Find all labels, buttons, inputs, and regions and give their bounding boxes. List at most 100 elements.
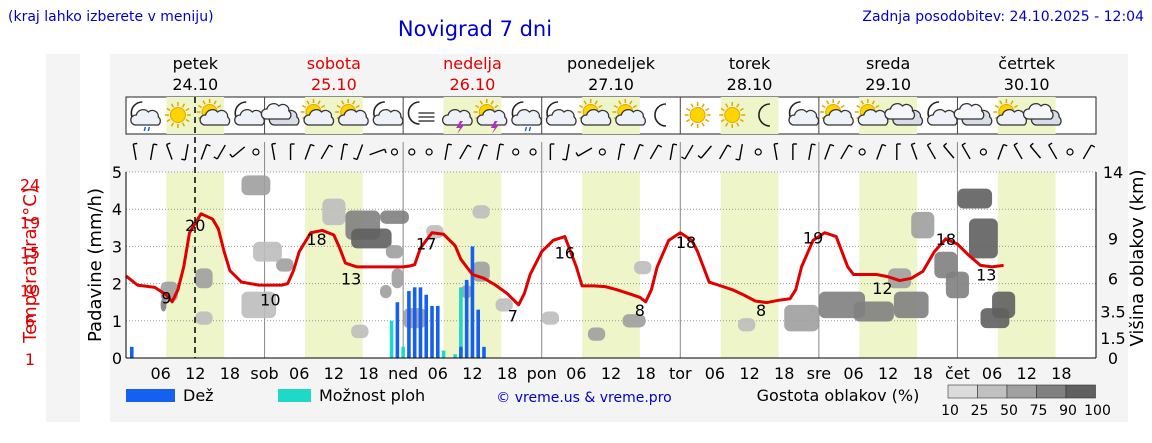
rain-bar bbox=[459, 346, 463, 358]
wind-barb bbox=[304, 144, 312, 160]
wind-barb bbox=[961, 144, 971, 160]
wind-barb bbox=[997, 144, 1005, 160]
wind-barbs bbox=[132, 142, 1096, 161]
cloud-cell bbox=[587, 327, 606, 341]
temperature-label: 19 bbox=[803, 228, 823, 247]
sun-ray bbox=[598, 104, 603, 109]
cloud-scale-label: 50 bbox=[1000, 403, 1018, 419]
sun-ray bbox=[185, 118, 190, 123]
sun-ray bbox=[475, 104, 480, 109]
cloud-height-tick: 1.5 bbox=[1100, 329, 1125, 348]
cloud-scale-swatch bbox=[1065, 384, 1096, 399]
wind-barb-tick bbox=[672, 143, 678, 146]
sun-ray bbox=[166, 107, 171, 112]
credit-link[interactable]: © vreme.us & vreme.pro bbox=[496, 390, 671, 406]
wind-barb-tick bbox=[943, 142, 948, 147]
menu-hint[interactable]: (kraj lahko izberete v meniju) bbox=[8, 9, 214, 25]
x-hour-tick: 18 bbox=[220, 364, 240, 383]
moon-cloud-icon bbox=[926, 101, 958, 126]
cloud-cell bbox=[380, 210, 409, 224]
temperature-label: 17 bbox=[416, 234, 436, 253]
cloud-shape bbox=[823, 109, 854, 126]
cloud-cell bbox=[253, 241, 282, 262]
rain-drop bbox=[143, 126, 147, 132]
sun-cloud-icon bbox=[612, 99, 646, 126]
day-name: sreda bbox=[866, 54, 910, 73]
x-hour-tick: 18 bbox=[635, 364, 655, 383]
sun-ray bbox=[701, 122, 705, 127]
wind-barb-tick bbox=[735, 158, 740, 161]
x-hour-tick: 12 bbox=[1017, 364, 1037, 383]
sun-ray bbox=[170, 103, 175, 108]
cloud-cell bbox=[957, 188, 993, 209]
wind-barb-tick bbox=[229, 153, 233, 158]
rain-bar bbox=[412, 287, 417, 358]
wind-barb-tick bbox=[1090, 144, 1096, 148]
cloud-cell bbox=[634, 261, 652, 275]
x-hour-tick: 12 bbox=[462, 364, 482, 383]
cloud-cell bbox=[934, 251, 958, 279]
wind-barb bbox=[633, 144, 641, 160]
calm-marker bbox=[390, 148, 399, 156]
day-headers: petek 24.10 sobota 25.10 nedelja 26.10 ponedel… bbox=[172, 54, 1056, 94]
sun-ray bbox=[736, 103, 740, 108]
cloud-shape bbox=[1022, 103, 1054, 120]
wind-barb bbox=[149, 143, 155, 161]
wind-barb bbox=[1048, 144, 1058, 160]
storm-bar bbox=[401, 346, 405, 358]
temperature-label: 8 bbox=[635, 301, 645, 320]
x-day-tick: sre bbox=[807, 364, 831, 383]
temperature-tick: 10 bbox=[20, 282, 40, 301]
cloud-cell bbox=[241, 291, 277, 319]
sun-cloud-icon bbox=[993, 99, 1027, 126]
sun-ray bbox=[736, 122, 740, 127]
cloud-shape bbox=[953, 103, 985, 120]
cloud-shape bbox=[441, 109, 473, 126]
cloud-scale-label: 100 bbox=[1084, 403, 1111, 419]
wind-barb-tick bbox=[1013, 142, 1018, 146]
wind-barb bbox=[617, 143, 622, 161]
precip-tick: 1 bbox=[112, 312, 122, 331]
sun-ray bbox=[352, 100, 356, 105]
rain-bar bbox=[430, 305, 434, 358]
sun-ray bbox=[166, 118, 171, 123]
lightning-bolt bbox=[490, 121, 499, 134]
x-hour-tick: 18 bbox=[358, 364, 378, 383]
x-hour-tick: 06 bbox=[150, 364, 170, 383]
wind-barb bbox=[773, 143, 778, 161]
wind-barb-tick bbox=[657, 144, 663, 148]
wind-barb-tick bbox=[328, 144, 334, 148]
temperature-line: 9 20 10 18 13 17 7 16 8 18 8 19 12 18 13 bbox=[125, 212, 1004, 325]
sun-ray bbox=[1013, 104, 1019, 109]
wind-barb bbox=[271, 143, 276, 161]
wind-barb-tick bbox=[562, 158, 567, 161]
legend-rain-label: Dež bbox=[183, 386, 214, 405]
wind-barb bbox=[200, 144, 208, 160]
x-hour-tick: 18 bbox=[497, 364, 517, 383]
calm-marker bbox=[408, 148, 416, 156]
sun-ray bbox=[632, 104, 637, 109]
temperature-tick: 24 bbox=[20, 175, 40, 194]
sun-ray bbox=[739, 118, 744, 123]
temperature-curve bbox=[125, 212, 1004, 307]
cloud-height-tick: 14 bbox=[1103, 163, 1123, 182]
sun-ray bbox=[994, 104, 999, 109]
wind-barb-tick bbox=[213, 156, 218, 160]
wind-barb-tick bbox=[774, 142, 779, 145]
wind-barb-tick bbox=[353, 157, 358, 161]
wind-barb-tick bbox=[133, 142, 138, 145]
moon-cloud-icon bbox=[788, 101, 820, 126]
wind-barb-tick bbox=[848, 144, 853, 148]
sun-disc bbox=[689, 107, 706, 123]
cloud-cell bbox=[980, 308, 1010, 329]
temperature-tick: 1 bbox=[25, 350, 35, 369]
wind-barb bbox=[824, 144, 831, 160]
wind-barb-tick bbox=[499, 143, 504, 146]
sun-cloud-icon bbox=[820, 99, 854, 126]
legend: Dež Možnost ploh © vreme.us & vreme.pro … bbox=[126, 384, 1111, 419]
sun-ray bbox=[685, 118, 691, 123]
sun-cloud-icon bbox=[577, 99, 612, 126]
cloud-cell bbox=[380, 284, 392, 299]
sun-ray bbox=[579, 104, 584, 109]
temperature-label: 8 bbox=[756, 301, 766, 320]
